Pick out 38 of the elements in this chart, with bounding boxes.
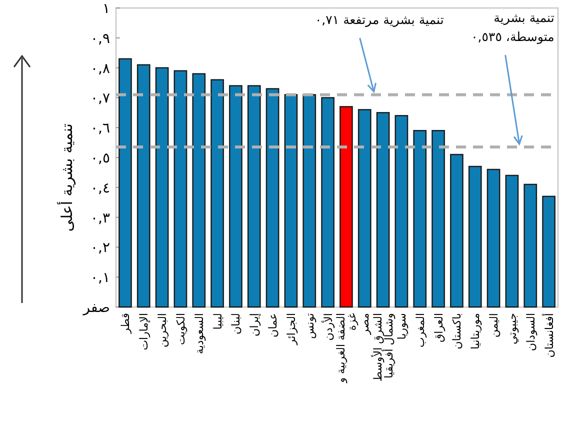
ytick-label: ٠,١ [90, 270, 110, 286]
xtick-label: عمان [266, 313, 280, 338]
ytick-label: صفر [83, 300, 110, 316]
xtick-label: المغرب [414, 313, 427, 348]
xtick-label: اليمن [488, 313, 501, 338]
ytick-label: ٠,٤ [90, 180, 110, 196]
xtick-label: أفغانستان [542, 313, 556, 358]
xtick-label: الأردن [322, 313, 335, 341]
xtick-label: السودان [524, 313, 538, 351]
ytick-label: ٠,٩ [90, 30, 110, 47]
xtick-label: سوريا [395, 313, 408, 340]
xtick-label: مصر [358, 313, 372, 335]
ytick-label: ٠,٢ [90, 240, 110, 256]
xtick-label: باكستان [450, 313, 464, 350]
ytick-label: ٠,٦ [90, 120, 110, 137]
xtick-label: الإمارات [138, 313, 151, 350]
xtick-label: البحرين [156, 313, 170, 348]
xtick-label: لبنان [230, 313, 243, 334]
ytick-label: ١ [102, 1, 110, 17]
ytick-label: ٠,٥ [90, 150, 110, 166]
ytick-label: ٠,٨ [90, 60, 110, 77]
xtick-label: الشرق الأوسط وشمال أفريقيا [372, 313, 396, 382]
xtick-label: قطر [119, 313, 132, 334]
xtick-label: تونس [303, 313, 316, 339]
xtick-label: الضفة الغربية و غزة [334, 313, 359, 383]
ref-label: تنمية بشرية مرتفعة ٠,٧١ [314, 12, 444, 27]
xtick-label: جيبوتي [506, 313, 519, 344]
ref-label: تنمية بشرية متوسطة، ٠,٥٣٥ [471, 10, 554, 44]
xtick-label: العراق [432, 313, 446, 342]
xtick-label: ليبيا [211, 313, 224, 330]
xtick-label: موريتانيا [469, 313, 482, 350]
xtick-label: الجزائر [284, 313, 298, 345]
ylabel: تنمية بشرية أعلى [58, 123, 76, 232]
xtick-label: إيران [248, 313, 262, 336]
xtick-label: الكويت [174, 313, 188, 346]
ytick-label: ٠,٧ [90, 90, 110, 107]
ytick-label: ٠,٣ [90, 210, 110, 226]
xtick-label: السعودية [192, 313, 206, 354]
